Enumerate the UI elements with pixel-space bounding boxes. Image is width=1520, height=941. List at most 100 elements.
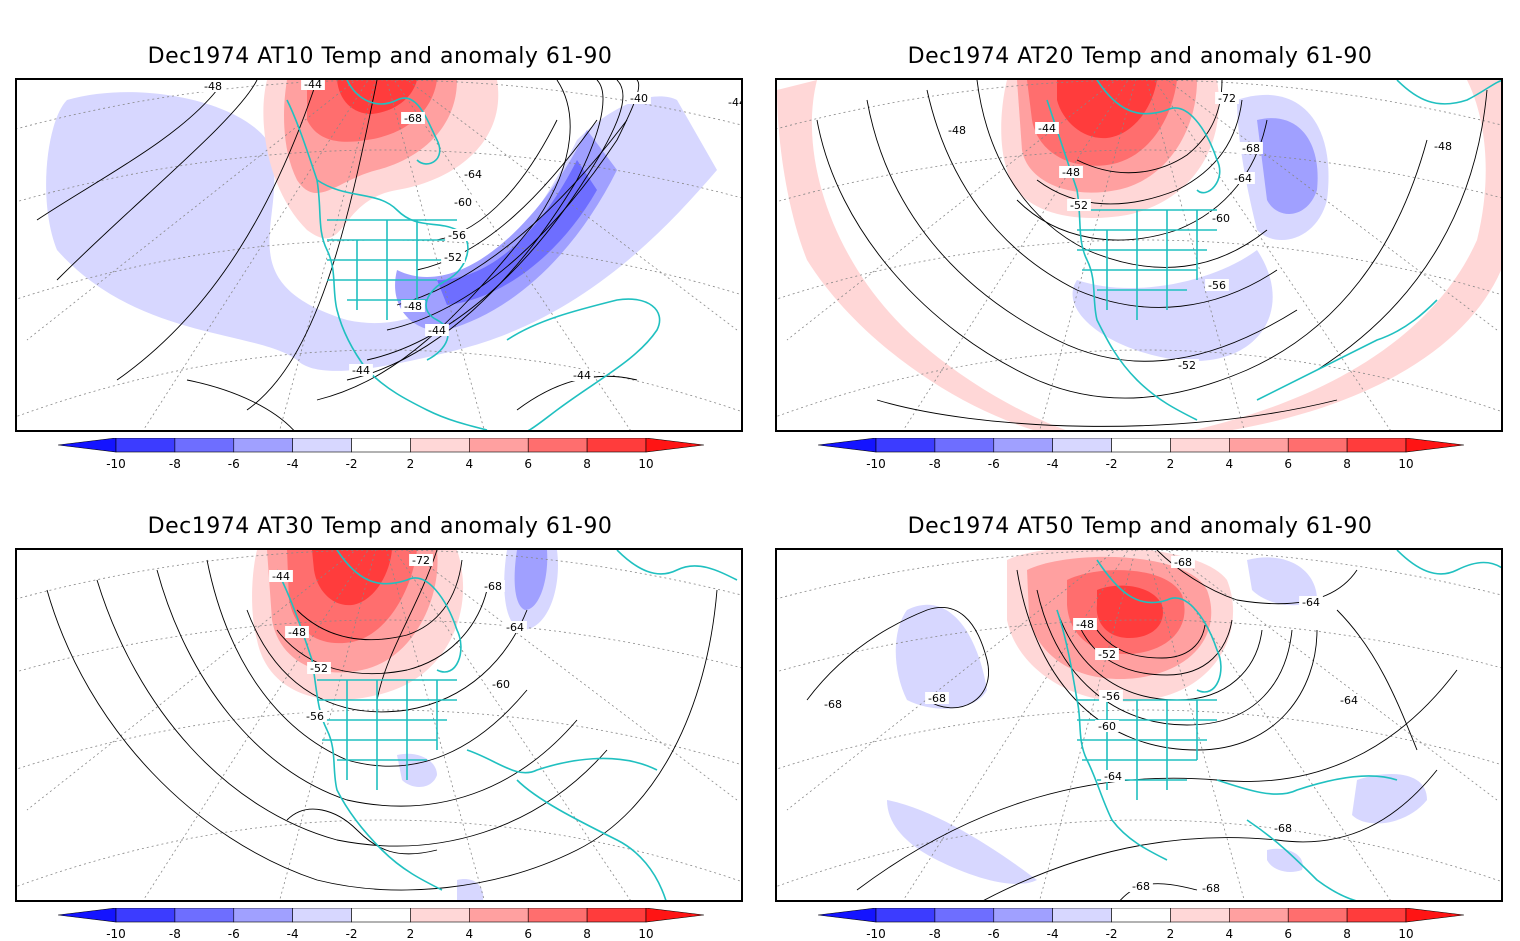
colorbar-segment [233, 908, 293, 923]
contour-label: -72 [1218, 92, 1236, 105]
colorbar-tick-label: 8 [583, 457, 591, 471]
colorbar: -10 -8 -6 -4 -2 2 4 6 8 10 [58, 438, 704, 471]
map-svg: -48 -44 -40 -44 -68 -64 -60 -56 -52 -48 -44 -44 -44 [17, 80, 741, 430]
contour-label-bg [1239, 142, 1263, 154]
contour-label-bg [1129, 880, 1153, 892]
contour-label: -52 [1070, 199, 1088, 212]
contour-label: -68 [1274, 822, 1292, 835]
contour-label-bg [1095, 648, 1119, 660]
contour-label-bg [445, 229, 469, 241]
contour-label: -60 [1212, 212, 1230, 225]
colorbar-segment [934, 438, 995, 453]
contour-label-bg [503, 621, 527, 633]
contour-label: -44 [1038, 122, 1056, 135]
contour-label-bg [1171, 556, 1195, 568]
map-svg: -68 -64 -48 -52 -68 -68 -56 -64 -60 -64 -68 -68 -68 [777, 550, 1501, 900]
contour-label: -64 [1340, 694, 1358, 707]
contour-label-bg [401, 300, 425, 312]
contour-label-bg [725, 96, 741, 108]
contour-label-bg [201, 80, 225, 92]
colorbar-segment [1346, 438, 1407, 453]
colorbar-segment [993, 438, 1053, 453]
colorbar-segment [993, 908, 1053, 923]
colorbar-segment [1229, 908, 1289, 923]
colorbar-tick-label: -6 [987, 457, 1000, 471]
colorbar-tick-label: -8 [168, 927, 181, 941]
contour-label: -68 [484, 580, 502, 593]
colorbar-arrow-high [1405, 908, 1464, 923]
colorbar-segment [586, 438, 647, 453]
colorbar-tick-label: 2 [1166, 457, 1175, 471]
map-svg: -72 -44 -68 -48 -64 -52 -60 -56 [17, 550, 741, 900]
colorbar-tick-label: -6 [987, 927, 1000, 941]
colorbar-tick-label: 8 [583, 927, 591, 941]
contour-label-bg [1099, 690, 1123, 702]
contour-label-bg [1337, 694, 1361, 706]
contour-label-bg [1059, 166, 1083, 178]
colorbar-segment [233, 438, 293, 453]
contour-label-bg [1271, 822, 1295, 834]
colorbar-segment [586, 908, 647, 923]
contour-label-bg [269, 570, 293, 582]
colorbar-tick-label: -2 [1105, 457, 1118, 471]
contour-label-bg [1431, 140, 1455, 152]
contour-label-bg [1299, 596, 1323, 608]
contour-label: -48 [1062, 166, 1080, 179]
contour-label: -60 [454, 196, 472, 209]
contour-label: -68 [928, 692, 946, 705]
colorbar-tick-label: -2 [345, 457, 358, 471]
contour-label-bg [1035, 122, 1059, 134]
contour-label-bg [1095, 720, 1119, 732]
colorbar-segment [469, 438, 529, 453]
colorbar-segment [527, 908, 588, 923]
colorbar-tick-label: 10 [638, 927, 654, 941]
contour-label: -52 [1178, 359, 1196, 372]
contour-label-bg [461, 168, 485, 180]
contour-label: -44 [272, 570, 290, 583]
colorbar-segment [875, 438, 936, 453]
colorbar-segment [1052, 908, 1112, 923]
contour-label: -56 [1102, 690, 1120, 703]
panel-title: Dec1974 AT30 Temp and anomaly 61-90 [147, 514, 613, 539]
colorbar-svg [818, 438, 1464, 453]
colorbar-tick-label: -6 [227, 927, 240, 941]
colorbar-tick-label: 10 [638, 457, 654, 471]
contour-label: -60 [492, 678, 510, 691]
colorbar-arrow-high [645, 438, 704, 453]
colorbar-segment [410, 908, 470, 923]
contour-label-bg [401, 112, 425, 124]
colorbar-segment [410, 438, 470, 453]
panel-at20: Dec1974 AT20 Temp and anomaly 61-90 [760, 0, 1520, 471]
colorbar-tick-label: -10 [106, 457, 126, 471]
contour-label: -64 [1234, 172, 1252, 185]
contour-label: -44 [352, 364, 370, 377]
contour-label-bg [945, 124, 969, 136]
colorbar-arrow-high [1405, 438, 1464, 453]
contour-label-bg [409, 554, 433, 566]
contour-label-bg [349, 364, 373, 376]
colorbar-segment [1346, 908, 1407, 923]
contour-label: -48 [1076, 618, 1094, 631]
panel-title: Dec1974 AT50 Temp and anomaly 61-90 [907, 514, 1373, 539]
map-frame: -48 -44 -40 -44 -68 -64 -60 -56 -52 -48 -44 -44 -44 [15, 78, 743, 432]
contour-label-bg [425, 324, 449, 336]
colorbar-tick-label: 10 [1398, 457, 1414, 471]
map-frame: -72 -44 -68 -64 -48 -52 -60 -56 -52 -48 -48 [775, 78, 1503, 432]
colorbar-arrow-low [818, 908, 877, 923]
contour-label-bg [489, 678, 513, 690]
colorbar-tick-label: -2 [1105, 927, 1118, 941]
contour-label: -60 [1098, 720, 1116, 733]
map-frame: -68 -64 -48 -52 -68 -68 -56 -64 -60 -64 -68 -68 -68 [775, 548, 1503, 902]
colorbar-segment [115, 908, 176, 923]
colorbar-tick-label: -8 [928, 927, 941, 941]
colorbar-segment [1287, 908, 1348, 923]
colorbar-tick-label: 2 [406, 927, 415, 941]
contour-label-bg [303, 710, 327, 722]
map-svg: -72 -44 -68 -64 -48 -52 -60 -56 -52 -48 -48 [777, 80, 1501, 430]
contour-label: -44 [428, 324, 446, 337]
colorbar-tick-label: 4 [465, 927, 474, 941]
colorbar-tick-label: -4 [286, 927, 299, 941]
contour-label: -52 [1098, 648, 1116, 661]
colorbar-tick-label: -4 [1046, 457, 1059, 471]
contour-label-bg [1205, 279, 1229, 291]
